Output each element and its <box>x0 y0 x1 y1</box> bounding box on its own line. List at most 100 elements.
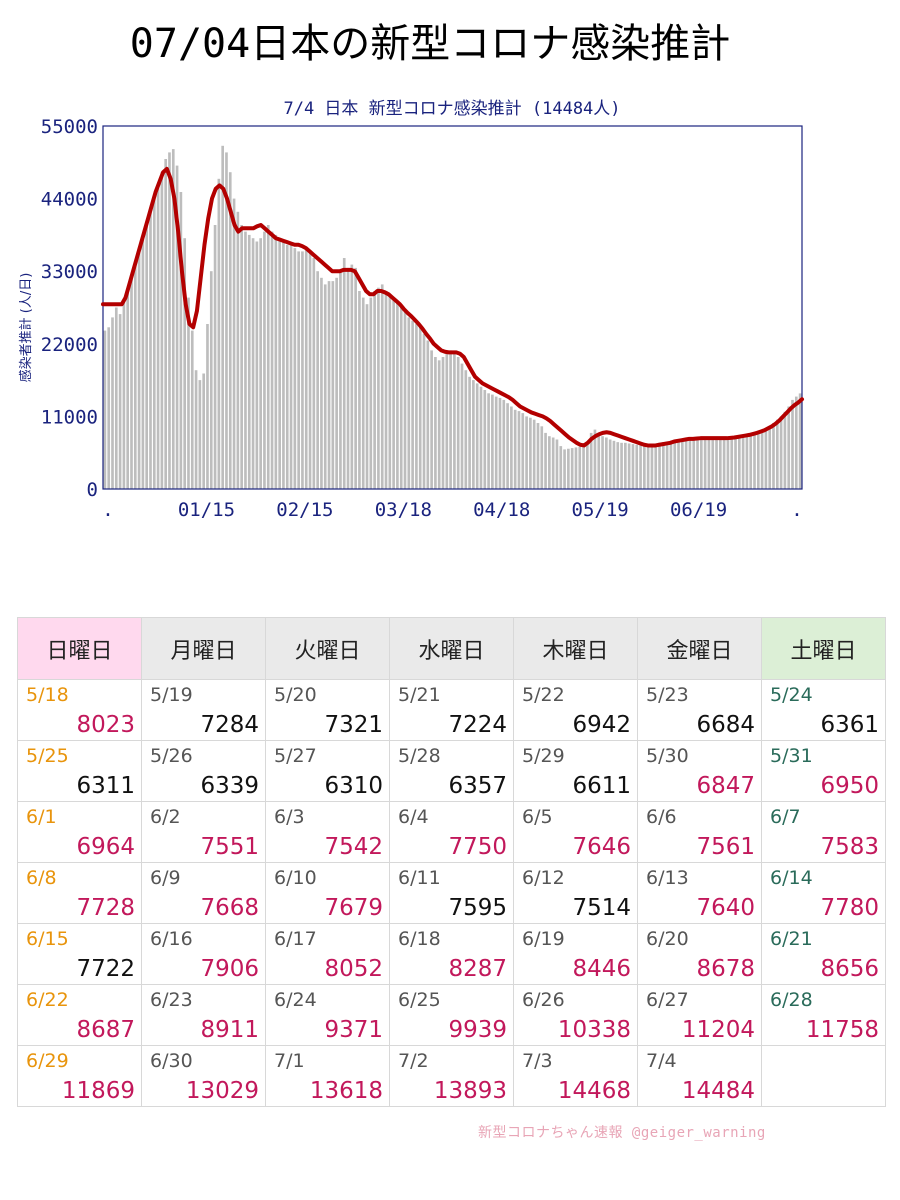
x-tick-label: 05/19 <box>572 499 629 521</box>
chart: 7/4 日本 新型コロナ感染推計 (14484人) 0 11000 22000 330… <box>18 99 804 521</box>
chart-bar <box>202 373 205 489</box>
chart-bar <box>570 448 574 489</box>
cell-value: 7780 <box>820 895 879 921</box>
cell-value: 7668 <box>200 895 259 921</box>
cell-date: 6/23 <box>150 989 193 1011</box>
cell-date: 5/18 <box>26 684 69 706</box>
chart-bar <box>775 419 779 489</box>
chart-bar <box>160 172 164 489</box>
chart-bar <box>369 297 373 489</box>
calendar-day-cell: 6/19 8446 <box>513 923 638 985</box>
calendar-day-cell: 6/27 11204 <box>637 984 762 1046</box>
calendar-day-cell: 6/22 8687 <box>17 984 142 1046</box>
calendar-day-cell: 6/17 8052 <box>265 923 390 985</box>
calendar-day-cell: 6/25 9939 <box>389 984 514 1046</box>
x-axis-ticks: . 01/15 02/15 03/18 04/18 05/19 06/19. <box>102 499 802 521</box>
calendar-day-cell: 7/3 14468 <box>513 1045 638 1107</box>
chart-bar <box>791 399 794 489</box>
chart-bar <box>772 423 775 489</box>
cell-value: 7646 <box>572 834 631 860</box>
chart-bar <box>126 291 130 489</box>
calendar-day-cell: 6/16 7906 <box>141 923 266 985</box>
chart-bar <box>236 211 240 490</box>
chart-bar <box>107 327 111 489</box>
chart-bar <box>217 178 221 490</box>
calendar-day-cell: 6/7 7583 <box>761 801 886 863</box>
cell-value: 6311 <box>76 773 135 799</box>
chart-bar <box>133 264 137 489</box>
chart-bar <box>612 440 616 489</box>
footer-credit: 新型コロナちゃん速報 @geiger_warning <box>478 1125 766 1141</box>
cell-date: 5/26 <box>150 745 193 767</box>
chart-bar <box>639 445 642 489</box>
chart-container: 7/4 日本 新型コロナ感染推計 (14484人) 0 11000 22000 330… <box>0 88 900 528</box>
chart-bar <box>187 297 190 489</box>
calendar-day-cell: 6/9 7668 <box>141 862 266 924</box>
x-tick-label: 03/18 <box>375 499 432 521</box>
chart-bar <box>377 287 380 489</box>
cell-date: 6/30 <box>150 1050 193 1072</box>
cell-value: 8911 <box>200 1017 259 1043</box>
calendar-day-cell: 5/21 7224 <box>389 679 514 741</box>
chart-bar <box>688 438 692 489</box>
cell-date: 5/19 <box>150 684 193 706</box>
chart-bar <box>472 380 475 489</box>
chart-bar <box>141 238 145 489</box>
chart-bar <box>779 416 783 489</box>
chart-bar <box>749 435 753 489</box>
calendar-day-cell: 6/13 7640 <box>637 862 762 924</box>
chart-bar <box>225 152 228 489</box>
chart-bar <box>103 330 107 489</box>
cell-date: 6/24 <box>274 989 317 1011</box>
chart-bar <box>517 411 521 489</box>
chart-bar <box>787 406 791 489</box>
calendar-week-row: 6/15 7722 6/16 7906 6/17 8052 6/18 8287 6/19 8446… <box>17 923 886 985</box>
chart-bar <box>730 438 734 489</box>
cell-date: 6/11 <box>398 867 441 889</box>
chart-bar <box>441 357 445 489</box>
chart-bar <box>715 438 718 489</box>
chart-bar <box>122 300 126 489</box>
weekday-header: 金曜日 <box>637 617 762 680</box>
cell-value: 7542 <box>324 834 383 860</box>
chart-bar <box>114 307 118 489</box>
cell-value: 8446 <box>572 956 631 982</box>
chart-bar <box>760 431 764 489</box>
cell-date: 5/27 <box>274 745 317 767</box>
calendar-header-row: 日曜日 月曜日 火曜日 水曜日 木曜日 金曜日 土曜日 <box>17 617 886 680</box>
weekday-header: 日曜日 <box>17 617 142 680</box>
chart-bar <box>304 248 308 489</box>
chart-bar <box>741 436 745 489</box>
chart-bar <box>646 445 650 489</box>
chart-bar <box>445 350 449 489</box>
chart-bar <box>684 438 688 489</box>
chart-bar <box>491 394 494 489</box>
calendar-day-cell: 5/28 6357 <box>389 740 514 802</box>
cell-date: 6/16 <box>150 928 193 950</box>
calendar-day-cell: 6/4 7750 <box>389 801 514 863</box>
chart-bar <box>274 234 278 489</box>
chart-bar <box>342 258 346 489</box>
weekday-header: 月曜日 <box>141 617 266 680</box>
calendar-week-row: 6/22 8687 6/23 8911 6/24 9371 6/25 9939 6/26 1033… <box>17 984 886 1046</box>
cell-date: 6/22 <box>26 989 69 1011</box>
chart-bar <box>700 438 703 489</box>
x-tick-label: 01/15 <box>178 499 235 521</box>
chart-bar <box>346 267 350 489</box>
chart-bar <box>415 324 418 489</box>
y-axis-label: 感染者推計 (人/日) <box>18 273 34 383</box>
calendar-day-cell: 6/3 7542 <box>265 801 390 863</box>
chart-bar <box>232 198 236 489</box>
chart-bar <box>118 314 122 489</box>
calendar-day-cell: 6/20 8678 <box>637 923 762 985</box>
cell-date: 6/4 <box>398 806 429 828</box>
calendar-day-cell: 5/26 6339 <box>141 740 266 802</box>
chart-bar <box>536 423 540 489</box>
chart-bar <box>399 304 403 489</box>
chart-bar <box>331 281 335 489</box>
chart-bar <box>711 438 715 489</box>
cell-value: 7722 <box>76 956 135 982</box>
cell-value: 6964 <box>76 834 135 860</box>
y-axis-ticks: 0 11000 22000 33000 44000 55000 <box>41 116 98 501</box>
chart-bar <box>510 406 513 489</box>
